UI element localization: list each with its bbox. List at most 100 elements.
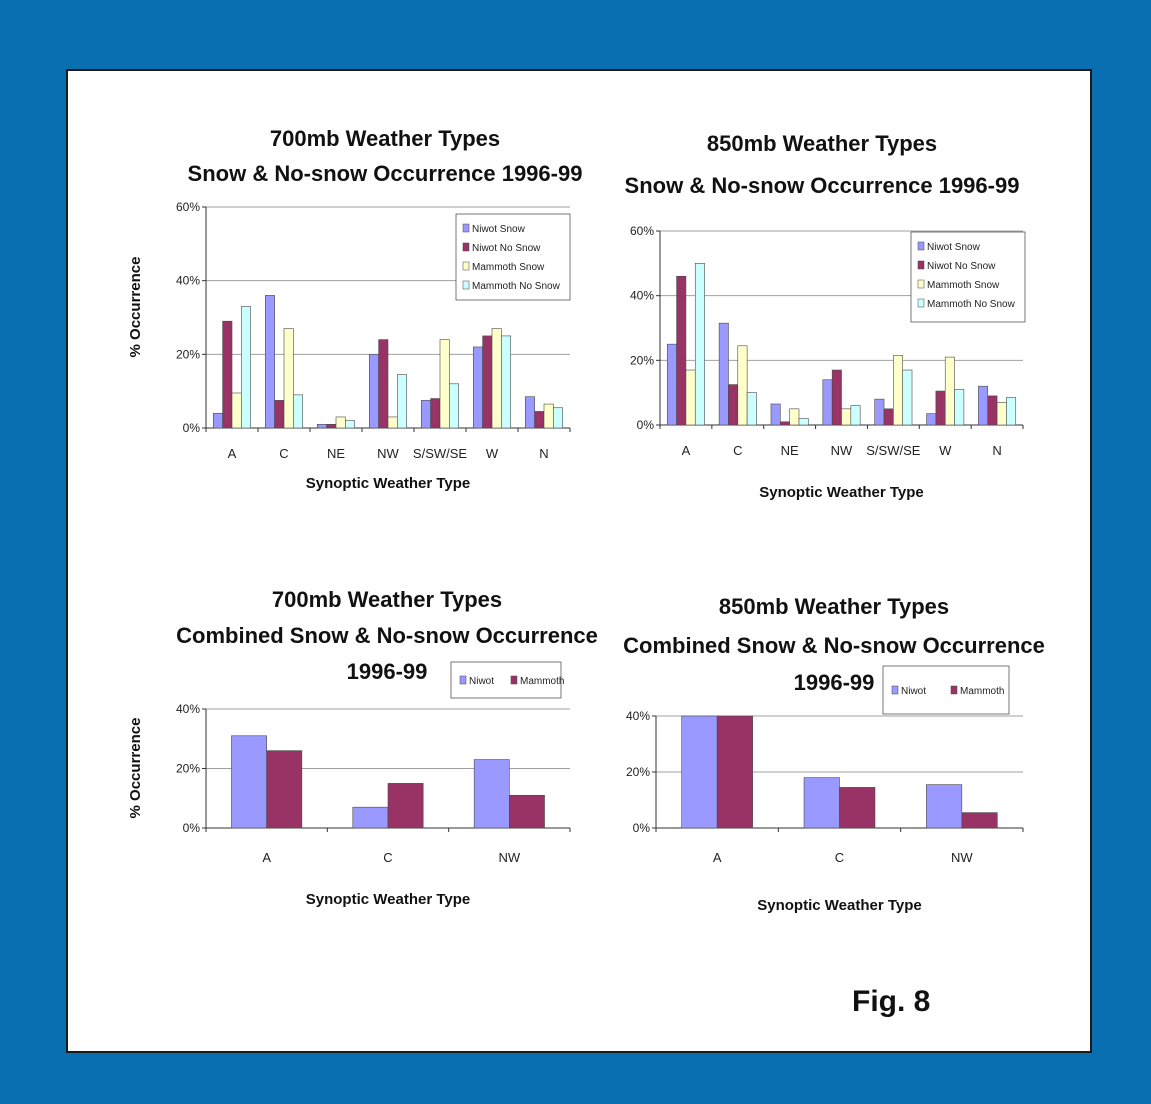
chart-title-line: 700mb Weather Types xyxy=(272,587,502,612)
chart-title-line: Combined Snow & No-snow Occurrence xyxy=(623,633,1045,658)
bar-mammoth-a xyxy=(717,716,752,828)
bar-niwot-c xyxy=(353,807,388,828)
bar-mammoth-snow-ne xyxy=(790,409,799,425)
bar-niwot-a xyxy=(231,736,266,828)
legend-swatch xyxy=(918,242,924,250)
bar-mammoth-no-snow-a xyxy=(241,306,250,428)
bar-mammoth-snow-w xyxy=(492,329,501,428)
legend-swatch xyxy=(918,299,924,307)
bar-niwot-no-snow-sswse xyxy=(884,409,893,425)
bar-mammoth-snow-c xyxy=(284,329,293,428)
bar-mammoth-snow-n xyxy=(544,404,553,428)
bar-mammoth-no-snow-c xyxy=(747,393,756,425)
bar-mammoth-no-snow-w xyxy=(955,389,964,425)
bar-mammoth-snow-nw xyxy=(388,417,397,428)
bar-niwot-snow-n xyxy=(525,397,534,428)
y-tick-label: 20% xyxy=(626,765,650,779)
x-tick-label: NW xyxy=(498,850,520,865)
chart-title-line: 700mb Weather Types xyxy=(270,126,500,151)
x-tick-label: A xyxy=(713,850,722,865)
bar-mammoth-nw xyxy=(509,795,544,828)
legend-swatch xyxy=(892,686,898,694)
x-tick-label: NW xyxy=(377,446,399,461)
legend-swatch xyxy=(511,676,517,684)
chart-c700: 700mb Weather Types Snow & No-snow Occurr… xyxy=(127,126,582,492)
bar-niwot-no-snow-nw xyxy=(379,340,388,428)
bar-niwot-snow-w xyxy=(473,347,482,428)
x-tick-label: W xyxy=(486,446,499,461)
bar-niwot-no-snow-ne xyxy=(780,422,789,425)
x-tick-label: N xyxy=(539,446,548,461)
bar-niwot-no-snow-ne xyxy=(327,424,336,428)
bar-mammoth-no-snow-sswse xyxy=(449,384,458,428)
bar-niwot-snow-a xyxy=(213,413,222,428)
bar-mammoth-no-snow-ne xyxy=(345,421,354,428)
legend-label: Niwot No Snow xyxy=(927,261,996,272)
y-tick-label: 0% xyxy=(637,418,655,432)
bar-niwot-snow-sswse xyxy=(421,400,430,428)
bar-niwot-no-snow-n xyxy=(988,396,997,425)
bar-niwot-no-snow-n xyxy=(535,411,544,428)
bar-niwot-no-snow-w xyxy=(936,391,945,425)
x-tick-label: NW xyxy=(831,443,853,458)
bar-niwot-nw xyxy=(926,785,961,828)
legend-swatch xyxy=(460,676,466,684)
bar-niwot-no-snow-c xyxy=(275,400,284,428)
x-tick-label: W xyxy=(939,443,952,458)
bar-niwot-snow-c xyxy=(719,323,728,425)
bar-mammoth-no-snow-nw xyxy=(851,406,860,425)
x-tick-label: A xyxy=(228,446,237,461)
bar-niwot-snow-a xyxy=(667,344,676,425)
bar-niwot-no-snow-w xyxy=(483,336,492,428)
legend-label: Mammoth Snow xyxy=(927,280,1000,291)
bar-mammoth-no-snow-w xyxy=(501,336,510,428)
bar-mammoth-no-snow-c xyxy=(293,395,302,428)
bar-niwot-no-snow-a xyxy=(223,321,232,428)
chart-title-line: Snow & No-snow Occurrence 1996-99 xyxy=(188,161,583,186)
bar-mammoth-no-snow-nw xyxy=(397,375,406,428)
y-tick-label: 60% xyxy=(630,224,654,238)
legend: Niwot Snow Niwot No Snow Mammoth Snow Mammo… xyxy=(456,214,570,300)
legend-label: Niwot Snow xyxy=(472,224,526,235)
chart-title-line: Combined Snow & No-snow Occurrence xyxy=(176,623,598,648)
bar-niwot-snow-w xyxy=(927,414,936,425)
bar-mammoth-no-snow-sswse xyxy=(903,370,912,425)
bar-mammoth-no-snow-ne xyxy=(799,419,808,425)
bar-niwot-snow-ne xyxy=(317,424,326,428)
bar-mammoth-snow-a xyxy=(686,370,695,425)
bar-mammoth-a xyxy=(267,751,302,828)
bar-niwot-no-snow-nw xyxy=(832,370,841,425)
x-tick-label: C xyxy=(279,446,288,461)
y-axis-label: % Occurrence xyxy=(127,718,144,819)
bar-mammoth-snow-nw xyxy=(842,409,851,425)
y-tick-label: 20% xyxy=(630,353,654,367)
bar-mammoth-nw xyxy=(962,813,997,828)
x-tick-label: S/SW/SE xyxy=(866,443,921,458)
chart-title-line: 850mb Weather Types xyxy=(719,594,949,619)
legend-label: Niwot Snow xyxy=(927,242,981,253)
bar-niwot-snow-nw xyxy=(369,354,378,428)
y-axis-label: % Occurrence xyxy=(127,257,144,358)
bar-mammoth-c xyxy=(388,783,423,828)
x-tick-label: C xyxy=(383,850,392,865)
y-tick-label: 40% xyxy=(630,289,654,303)
x-axis-label: Synoptic Weather Type xyxy=(757,897,921,914)
legend-label: Niwot xyxy=(469,676,494,687)
y-tick-label: 20% xyxy=(176,762,200,776)
legend-label: Mammoth xyxy=(520,676,564,687)
bar-niwot-no-snow-a xyxy=(677,276,686,425)
y-tick-label: 0% xyxy=(633,821,651,835)
bar-mammoth-snow-ne xyxy=(336,417,345,428)
chart-title-line: 850mb Weather Types xyxy=(707,131,937,156)
chart-c850: 850mb Weather Types Snow & No-snow Occurr… xyxy=(625,131,1025,501)
legend-label: Niwot No Snow xyxy=(472,243,541,254)
bar-niwot-a xyxy=(682,716,717,828)
x-tick-label: NE xyxy=(327,446,345,461)
legend-label: Mammoth No Snow xyxy=(927,299,1016,310)
bar-niwot-no-snow-sswse xyxy=(431,399,440,428)
x-tick-label: N xyxy=(992,443,1001,458)
y-tick-label: 60% xyxy=(176,200,200,214)
bar-mammoth-snow-sswse xyxy=(893,355,902,425)
x-tick-label: A xyxy=(682,443,691,458)
